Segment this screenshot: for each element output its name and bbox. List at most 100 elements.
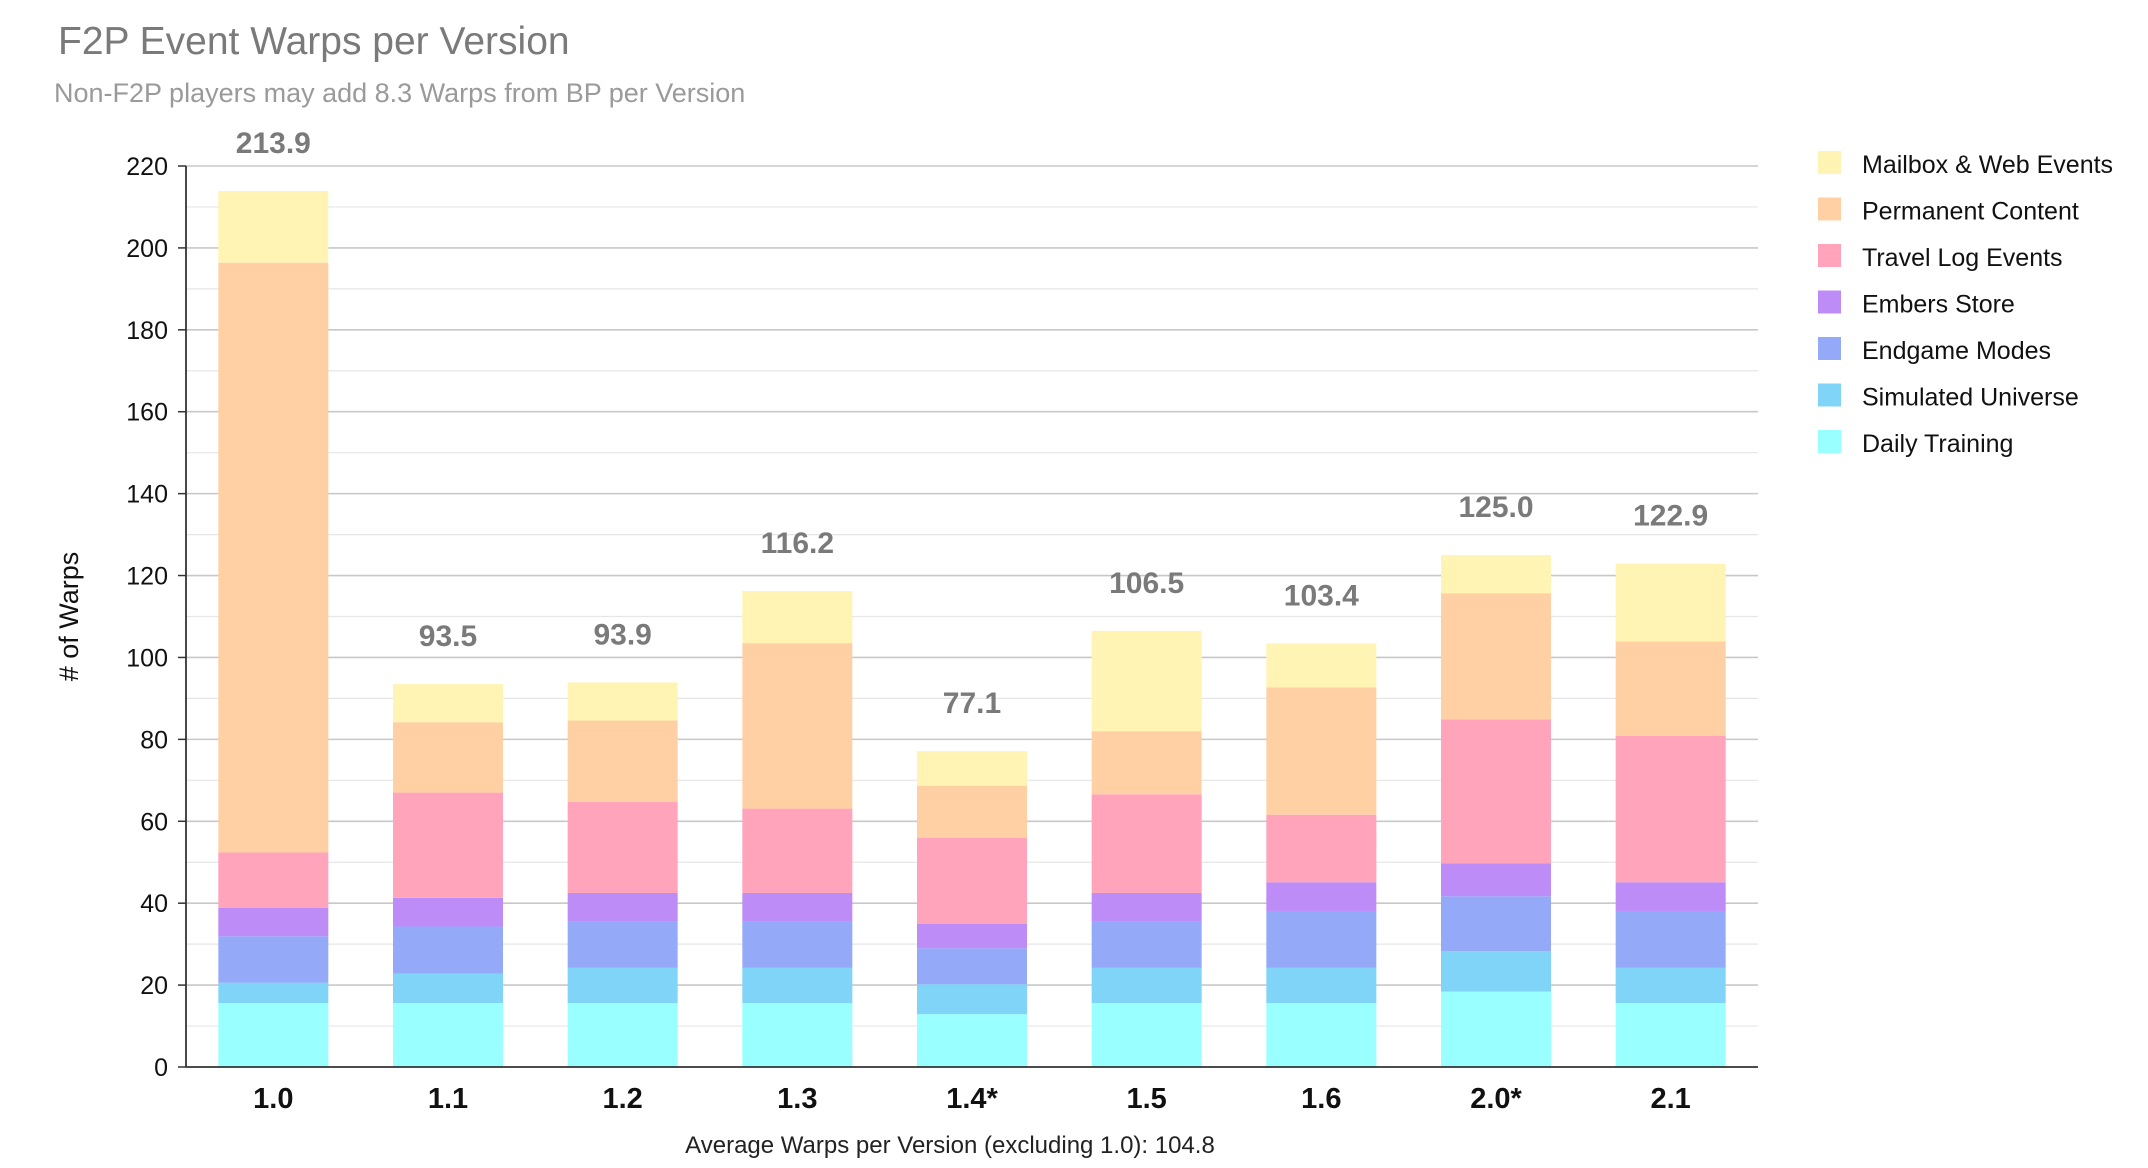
- legend-label: Travel Log Events: [1862, 244, 2063, 272]
- legend-label: Mailbox & Web Events: [1862, 151, 2113, 179]
- bar-segment: [917, 984, 1027, 1015]
- bar-segment: [742, 643, 853, 809]
- bar-segment: [1091, 794, 1202, 893]
- legend-swatch: [1818, 430, 1841, 453]
- bar-segment: [393, 684, 503, 723]
- axes: 0 20 40 60 80 100 120 140 160 180 200 220 # of Warps…: [54, 153, 1758, 1115]
- bar-segment: [1266, 967, 1377, 1004]
- bar-segment: [1091, 731, 1202, 795]
- y-axis-title: # of Warps: [54, 552, 84, 682]
- bar-total-label: 103.4: [1284, 580, 1359, 613]
- x-tick-label: 1.3: [777, 1083, 817, 1115]
- bar-total-label: 116.2: [761, 527, 834, 560]
- bar-segment: [1091, 921, 1202, 968]
- bar-segment: [917, 923, 1027, 949]
- bar-total-label: 77.1: [943, 687, 1001, 720]
- bar-total-label: 93.5: [419, 620, 477, 653]
- bar-segment: [567, 892, 678, 922]
- bar-segment: [742, 921, 853, 968]
- bar-segment: [917, 837, 1027, 924]
- x-tick-label: 1.4*: [946, 1083, 998, 1115]
- bar-segment: [1266, 882, 1377, 911]
- legend: Mailbox & Web Events Permanent Content Tra…: [1818, 151, 2113, 458]
- bar-segment: [1266, 643, 1377, 688]
- bar-segment: [1615, 882, 1726, 911]
- bar-segment: [1091, 892, 1202, 922]
- bar-segment: [1441, 593, 1551, 720]
- y-tick-label: 200: [126, 235, 168, 263]
- bar-segment: [1615, 641, 1726, 736]
- legend-swatch: [1818, 383, 1841, 407]
- y-tick-label: 160: [126, 399, 168, 427]
- bar-segment: [218, 852, 329, 908]
- bar-segment: [742, 1003, 853, 1067]
- x-tick-label: 1.5: [1127, 1083, 1167, 1115]
- bar-segment: [1615, 735, 1726, 883]
- bar-total-label: 106.5: [1109, 567, 1184, 600]
- legend-label: Permanent Content: [1862, 198, 2079, 226]
- bar-segment: [1441, 951, 1551, 992]
- bar-segment: [742, 591, 853, 644]
- bar-segment: [393, 897, 503, 927]
- y-tick-label: 0: [154, 1054, 168, 1082]
- x-tick-label: 1.0: [253, 1083, 293, 1115]
- bar-segment: [218, 262, 329, 853]
- bar-segment: [393, 926, 503, 974]
- bar-segment: [1615, 910, 1726, 968]
- legend-swatch: [1818, 197, 1841, 221]
- bar-segment: [917, 1014, 1027, 1067]
- bar-total-label: 93.9: [593, 618, 651, 651]
- x-tick-label: 1.1: [428, 1083, 468, 1115]
- bar-segment: [1266, 814, 1377, 883]
- x-tick-label: 2.1: [1651, 1083, 1691, 1115]
- bar-segment: [218, 190, 329, 263]
- bar-total-label: 125.0: [1458, 491, 1533, 524]
- bar-segment: [393, 722, 503, 793]
- bar-segment: [1091, 630, 1202, 732]
- bar-segment: [567, 802, 678, 893]
- data-labels: 213.9 93.5 93.9 116.2 77.1 106.5 103.4 125.0 122…: [236, 127, 1708, 720]
- bar-segment: [218, 907, 329, 937]
- y-tick-label: 20: [140, 972, 168, 1000]
- bar-segment: [567, 682, 678, 721]
- bar-segment: [218, 982, 329, 1004]
- legend-swatch: [1818, 337, 1841, 360]
- bar-segment: [567, 720, 678, 803]
- bar-segment: [1091, 967, 1202, 1004]
- legend-label: Simulated Universe: [1862, 384, 2079, 412]
- y-tick-label: 140: [126, 481, 168, 509]
- legend-label: Endgame Modes: [1862, 337, 2051, 365]
- bar-total-label: 213.9: [236, 127, 311, 160]
- bars: [218, 190, 1726, 1067]
- legend-swatch: [1818, 290, 1841, 314]
- legend-swatch: [1818, 151, 1841, 174]
- chart-title: F2P Event Warps per Version: [58, 20, 570, 63]
- bar-total-label: 122.9: [1633, 500, 1708, 533]
- y-tick-label: 180: [126, 317, 168, 345]
- bar-segment: [567, 921, 678, 968]
- bar-segment: [1441, 863, 1551, 897]
- y-tick-label: 100: [126, 644, 168, 672]
- y-tick-label: 120: [126, 563, 168, 591]
- bar-segment: [742, 967, 853, 1004]
- x-tick-label: 2.0*: [1470, 1083, 1522, 1115]
- bar-segment: [218, 1003, 329, 1067]
- y-tick-label: 40: [140, 890, 168, 918]
- bar-segment: [1615, 563, 1726, 642]
- bar-segment: [567, 1003, 678, 1067]
- bar-segment: [742, 808, 853, 893]
- bar-segment: [917, 751, 1027, 786]
- bar-segment: [917, 948, 1027, 985]
- bar-segment: [1266, 1003, 1377, 1067]
- bar-segment: [1615, 1003, 1726, 1067]
- legend-label: Embers Store: [1862, 291, 2015, 319]
- bar-segment: [1441, 896, 1551, 952]
- bar-segment: [1091, 1003, 1202, 1067]
- x-tick-label: 1.2: [603, 1083, 643, 1115]
- bar-segment: [218, 936, 329, 983]
- bar-segment: [1266, 910, 1377, 968]
- bar-segment: [742, 892, 853, 922]
- y-tick-label: 60: [140, 808, 168, 836]
- chart-subtitle: Non-F2P players may add 8.3 Warps from B…: [54, 78, 746, 108]
